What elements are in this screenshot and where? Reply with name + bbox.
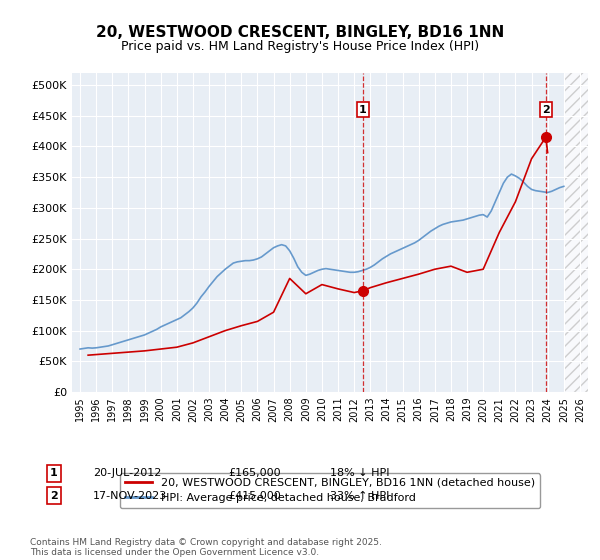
Text: 18% ↓ HPI: 18% ↓ HPI: [330, 468, 389, 478]
Text: 33% ↑ HPI: 33% ↑ HPI: [330, 491, 389, 501]
Text: 2: 2: [50, 491, 58, 501]
Text: £415,000: £415,000: [228, 491, 281, 501]
Text: 1: 1: [359, 105, 367, 115]
Text: 20-JUL-2012: 20-JUL-2012: [93, 468, 161, 478]
Text: 17-NOV-2023: 17-NOV-2023: [93, 491, 167, 501]
Text: 1: 1: [50, 468, 58, 478]
Legend: 20, WESTWOOD CRESCENT, BINGLEY, BD16 1NN (detached house), HPI: Average price, d: 20, WESTWOOD CRESCENT, BINGLEY, BD16 1NN…: [120, 473, 540, 508]
Text: 2: 2: [542, 105, 550, 115]
Text: Price paid vs. HM Land Registry's House Price Index (HPI): Price paid vs. HM Land Registry's House …: [121, 40, 479, 53]
Text: 20, WESTWOOD CRESCENT, BINGLEY, BD16 1NN: 20, WESTWOOD CRESCENT, BINGLEY, BD16 1NN: [96, 25, 504, 40]
Text: £165,000: £165,000: [228, 468, 281, 478]
Text: Contains HM Land Registry data © Crown copyright and database right 2025.
This d: Contains HM Land Registry data © Crown c…: [30, 538, 382, 557]
